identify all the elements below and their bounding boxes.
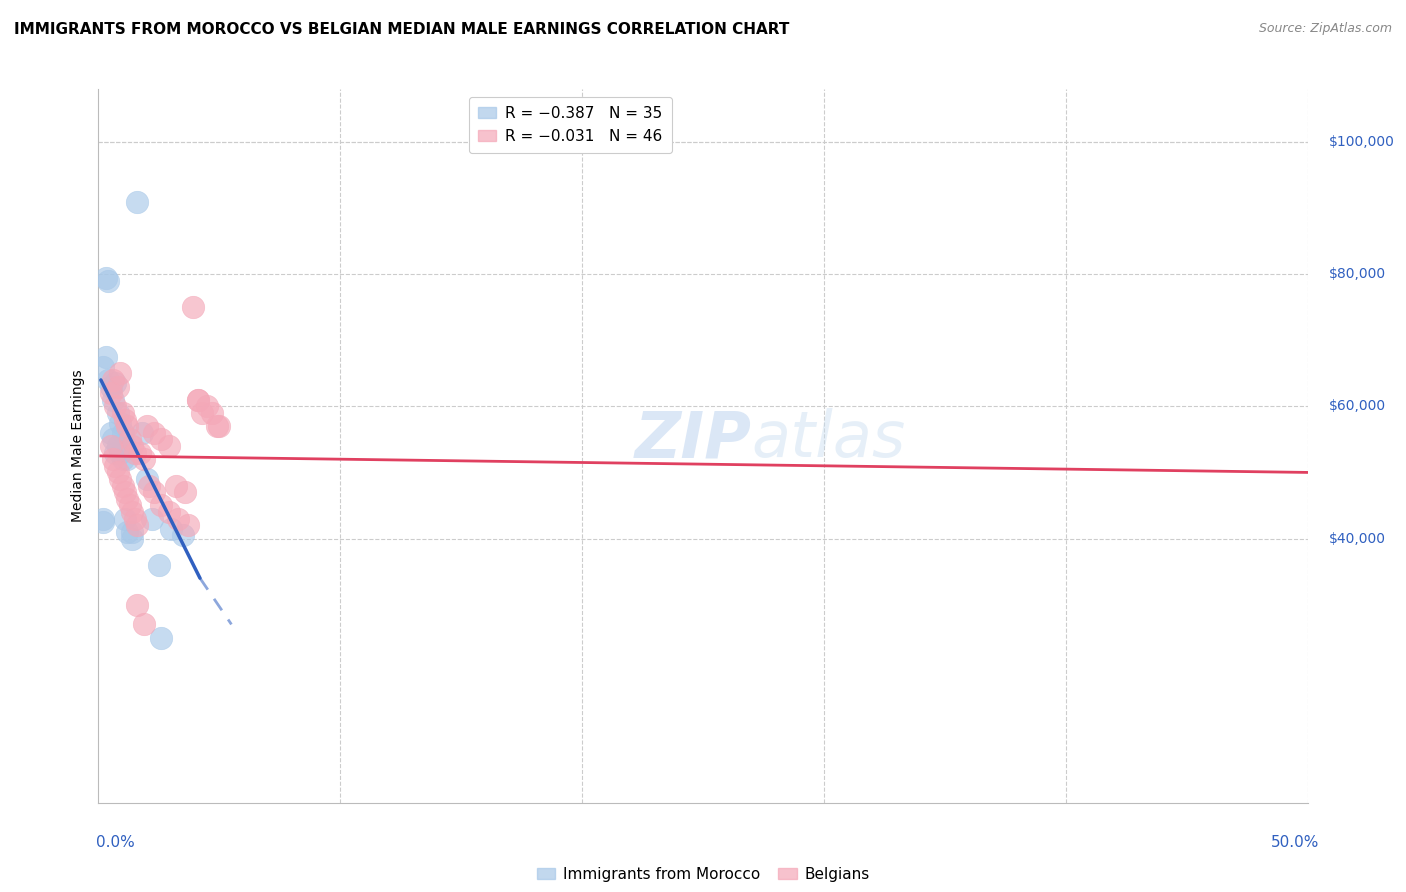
Point [114, 412, 136, 426]
Point [187, 392, 209, 407]
Text: $100,000: $100,000 [1329, 135, 1395, 149]
Text: 50.0%: 50.0% [1271, 836, 1319, 850]
Point [167, 511, 190, 525]
Point [143, 485, 166, 500]
Point [134, 452, 156, 467]
Point [101, 392, 124, 407]
Point [111, 406, 134, 420]
Point [148, 558, 170, 572]
Point [101, 452, 124, 467]
Point [187, 392, 209, 407]
Point [107, 406, 129, 420]
Text: $60,000: $60,000 [1329, 400, 1386, 413]
Point [104, 458, 127, 473]
Point [134, 617, 156, 632]
Point [104, 400, 127, 414]
Point [117, 452, 139, 467]
Point [172, 528, 194, 542]
Point [97, 274, 120, 288]
Point [127, 194, 149, 209]
Point [160, 522, 183, 536]
Text: $40,000: $40,000 [1329, 532, 1386, 546]
Point [121, 524, 143, 539]
Point [117, 419, 139, 434]
Point [100, 439, 122, 453]
Point [135, 472, 157, 486]
Point [195, 400, 218, 414]
Point [104, 376, 127, 391]
Point [94, 350, 117, 364]
Point [117, 524, 139, 539]
Text: Source: ZipAtlas.com: Source: ZipAtlas.com [1258, 22, 1392, 36]
Point [208, 419, 231, 434]
Point [191, 406, 214, 420]
Point [165, 478, 187, 492]
Point [150, 433, 173, 447]
Text: 0.0%: 0.0% [96, 836, 135, 850]
Point [111, 425, 134, 440]
Text: atlas: atlas [751, 409, 905, 470]
Point [100, 379, 122, 393]
Legend: Immigrants from Morocco, Belgians: Immigrants from Morocco, Belgians [530, 861, 876, 888]
Point [101, 433, 124, 447]
Point [201, 406, 224, 420]
Point [181, 300, 204, 314]
Point [121, 439, 143, 453]
Point [127, 598, 149, 612]
Point [118, 499, 141, 513]
Point [124, 445, 146, 459]
Point [107, 466, 129, 480]
Point [157, 505, 180, 519]
Point [150, 499, 173, 513]
Point [111, 452, 134, 467]
Point [121, 532, 143, 546]
Point [117, 491, 139, 506]
Text: $80,000: $80,000 [1329, 268, 1386, 281]
Y-axis label: Median Male Earnings: Median Male Earnings [72, 369, 86, 523]
Point [124, 511, 146, 525]
Point [157, 439, 180, 453]
Point [174, 485, 197, 500]
Point [108, 472, 131, 486]
Point [205, 419, 228, 434]
Point [138, 478, 160, 492]
Point [111, 478, 134, 492]
Point [91, 511, 114, 525]
Point [141, 511, 163, 525]
Point [135, 419, 157, 434]
Point [108, 445, 131, 459]
Text: ZIP: ZIP [634, 409, 751, 470]
Point [128, 445, 150, 459]
Point [91, 359, 114, 374]
Point [114, 485, 136, 500]
Point [108, 367, 131, 381]
Point [108, 416, 131, 430]
Point [177, 518, 200, 533]
Point [94, 270, 117, 285]
Point [143, 425, 166, 440]
Point [121, 505, 143, 519]
Point [131, 425, 153, 440]
Point [101, 373, 124, 387]
Point [114, 439, 136, 453]
Point [100, 386, 122, 401]
Point [100, 425, 122, 440]
Point [150, 631, 173, 645]
Point [107, 379, 129, 393]
Point [97, 373, 120, 387]
Point [118, 433, 141, 447]
Point [127, 518, 149, 533]
Point [104, 445, 127, 459]
Point [114, 511, 136, 525]
Point [107, 439, 129, 453]
Text: IMMIGRANTS FROM MOROCCO VS BELGIAN MEDIAN MALE EARNINGS CORRELATION CHART: IMMIGRANTS FROM MOROCCO VS BELGIAN MEDIA… [14, 22, 789, 37]
Point [91, 515, 114, 529]
